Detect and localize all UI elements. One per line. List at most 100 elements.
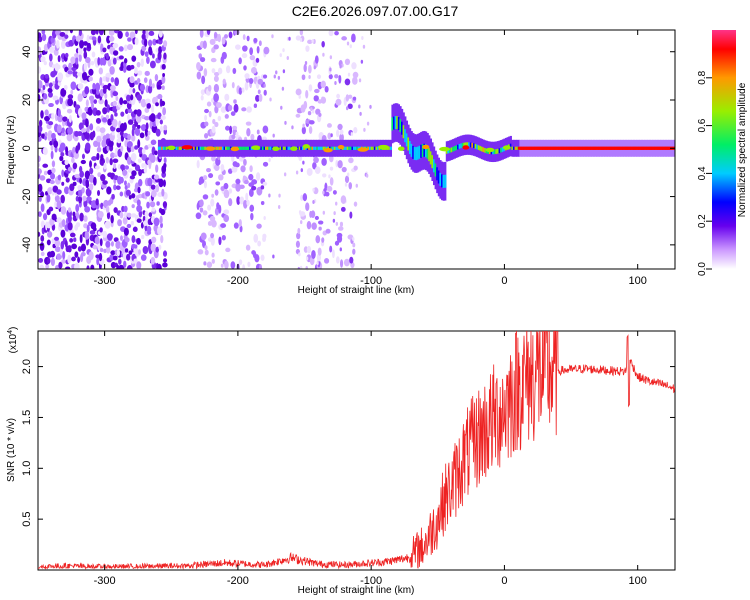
noise-cell bbox=[162, 262, 168, 268]
noise-cell bbox=[78, 30, 82, 37]
noise-cell bbox=[302, 123, 305, 128]
ridge-core bbox=[319, 146, 322, 150]
noise-cell bbox=[321, 237, 325, 243]
ridge-core bbox=[317, 146, 321, 150]
ridge-core bbox=[225, 146, 228, 150]
noise-cell bbox=[146, 201, 150, 209]
noise-cell bbox=[329, 55, 333, 60]
ridge-core bbox=[405, 133, 409, 147]
ridge-core bbox=[324, 146, 327, 150]
noise-cell bbox=[88, 95, 95, 102]
ridge-core bbox=[177, 146, 180, 150]
noise-cell bbox=[208, 110, 212, 118]
noise-cell bbox=[47, 187, 53, 195]
noise-cell bbox=[352, 96, 357, 101]
ridge-core bbox=[512, 146, 516, 150]
ridge-core bbox=[423, 143, 426, 157]
ridge-core bbox=[191, 146, 194, 150]
colorbar: 0.0 0.2 0.4 0.6 0.8 Normalized spectral ampl… bbox=[697, 30, 748, 276]
noise-cell bbox=[111, 193, 115, 200]
noise-cell bbox=[92, 130, 96, 138]
noise-cell bbox=[67, 207, 72, 213]
noise-cell bbox=[106, 104, 111, 113]
noise-cell bbox=[335, 221, 339, 226]
noise-cell bbox=[347, 72, 351, 77]
noise-cell bbox=[57, 174, 62, 181]
ridge-core bbox=[369, 146, 372, 150]
ridge-core bbox=[445, 149, 448, 154]
noise-cell bbox=[46, 194, 51, 203]
ridge-core bbox=[201, 146, 204, 150]
noise-cell bbox=[134, 164, 141, 172]
ridge-core bbox=[309, 146, 313, 150]
noise-cell bbox=[211, 193, 215, 198]
noise-cell bbox=[64, 240, 68, 248]
noise-cell bbox=[141, 234, 145, 240]
noise-cell bbox=[199, 207, 204, 213]
noise-cell bbox=[147, 84, 153, 94]
noise-cell bbox=[40, 191, 45, 198]
noise-cell bbox=[72, 211, 76, 217]
noise-cell bbox=[49, 250, 56, 258]
noise-cell bbox=[253, 103, 258, 108]
ridge-core bbox=[480, 146, 484, 152]
noise-cell bbox=[329, 177, 334, 186]
noise-cell bbox=[210, 236, 215, 246]
noise-cell bbox=[162, 72, 166, 78]
noise-cell bbox=[343, 258, 350, 267]
noise-cell bbox=[256, 223, 262, 229]
ridge-core bbox=[393, 116, 396, 130]
noise-cell bbox=[148, 212, 153, 218]
noise-cell bbox=[80, 252, 86, 257]
noise-cell bbox=[200, 89, 205, 96]
noise-cell bbox=[116, 127, 122, 133]
noise-cell bbox=[279, 53, 282, 58]
noise-cell bbox=[108, 30, 115, 36]
noise-cell bbox=[246, 106, 252, 113]
noise-cell bbox=[60, 194, 65, 204]
ridge-core bbox=[432, 159, 436, 173]
noise-cell bbox=[155, 164, 159, 173]
noise-cell bbox=[282, 69, 286, 74]
noise-cell bbox=[324, 191, 330, 197]
noise-cell bbox=[62, 250, 66, 260]
ridge-peak bbox=[485, 147, 495, 153]
ridge-core bbox=[353, 146, 356, 150]
noise-cell bbox=[67, 254, 72, 264]
noise-cell bbox=[258, 40, 262, 47]
colorbar-gradient bbox=[712, 30, 736, 269]
noise-cell bbox=[127, 37, 132, 42]
noise-cell bbox=[127, 114, 130, 121]
noise-cell bbox=[128, 87, 133, 95]
noise-cell bbox=[44, 132, 48, 137]
noise-cell bbox=[162, 250, 168, 257]
noise-cell bbox=[258, 263, 263, 269]
noise-cell bbox=[64, 266, 71, 269]
noise-cell bbox=[84, 131, 90, 140]
noise-cell bbox=[263, 83, 266, 88]
noise-cell bbox=[142, 220, 149, 226]
noise-cell bbox=[71, 66, 77, 72]
noise-cell bbox=[38, 125, 43, 133]
ridge-core bbox=[372, 146, 375, 150]
noise-cell bbox=[339, 259, 344, 268]
noise-cell bbox=[305, 266, 308, 269]
noise-cell bbox=[231, 155, 235, 162]
noise-cell bbox=[43, 93, 48, 100]
noise-cell bbox=[112, 100, 118, 107]
noise-cell bbox=[248, 78, 254, 85]
ridge-core bbox=[407, 137, 410, 151]
noise-cell bbox=[69, 30, 73, 34]
noise-cell bbox=[159, 215, 163, 224]
noise-cell bbox=[214, 164, 220, 172]
noise-cell bbox=[70, 56, 76, 65]
noise-cell bbox=[334, 240, 340, 246]
noise-cell bbox=[162, 107, 167, 116]
noise-cell bbox=[78, 195, 83, 204]
noise-cell bbox=[105, 156, 109, 164]
noise-cell bbox=[137, 158, 142, 163]
noise-cell bbox=[102, 107, 108, 115]
noise-cell bbox=[40, 56, 46, 63]
y-scale-multiplier: (x104) bbox=[7, 327, 19, 354]
noise-cell bbox=[130, 213, 137, 218]
